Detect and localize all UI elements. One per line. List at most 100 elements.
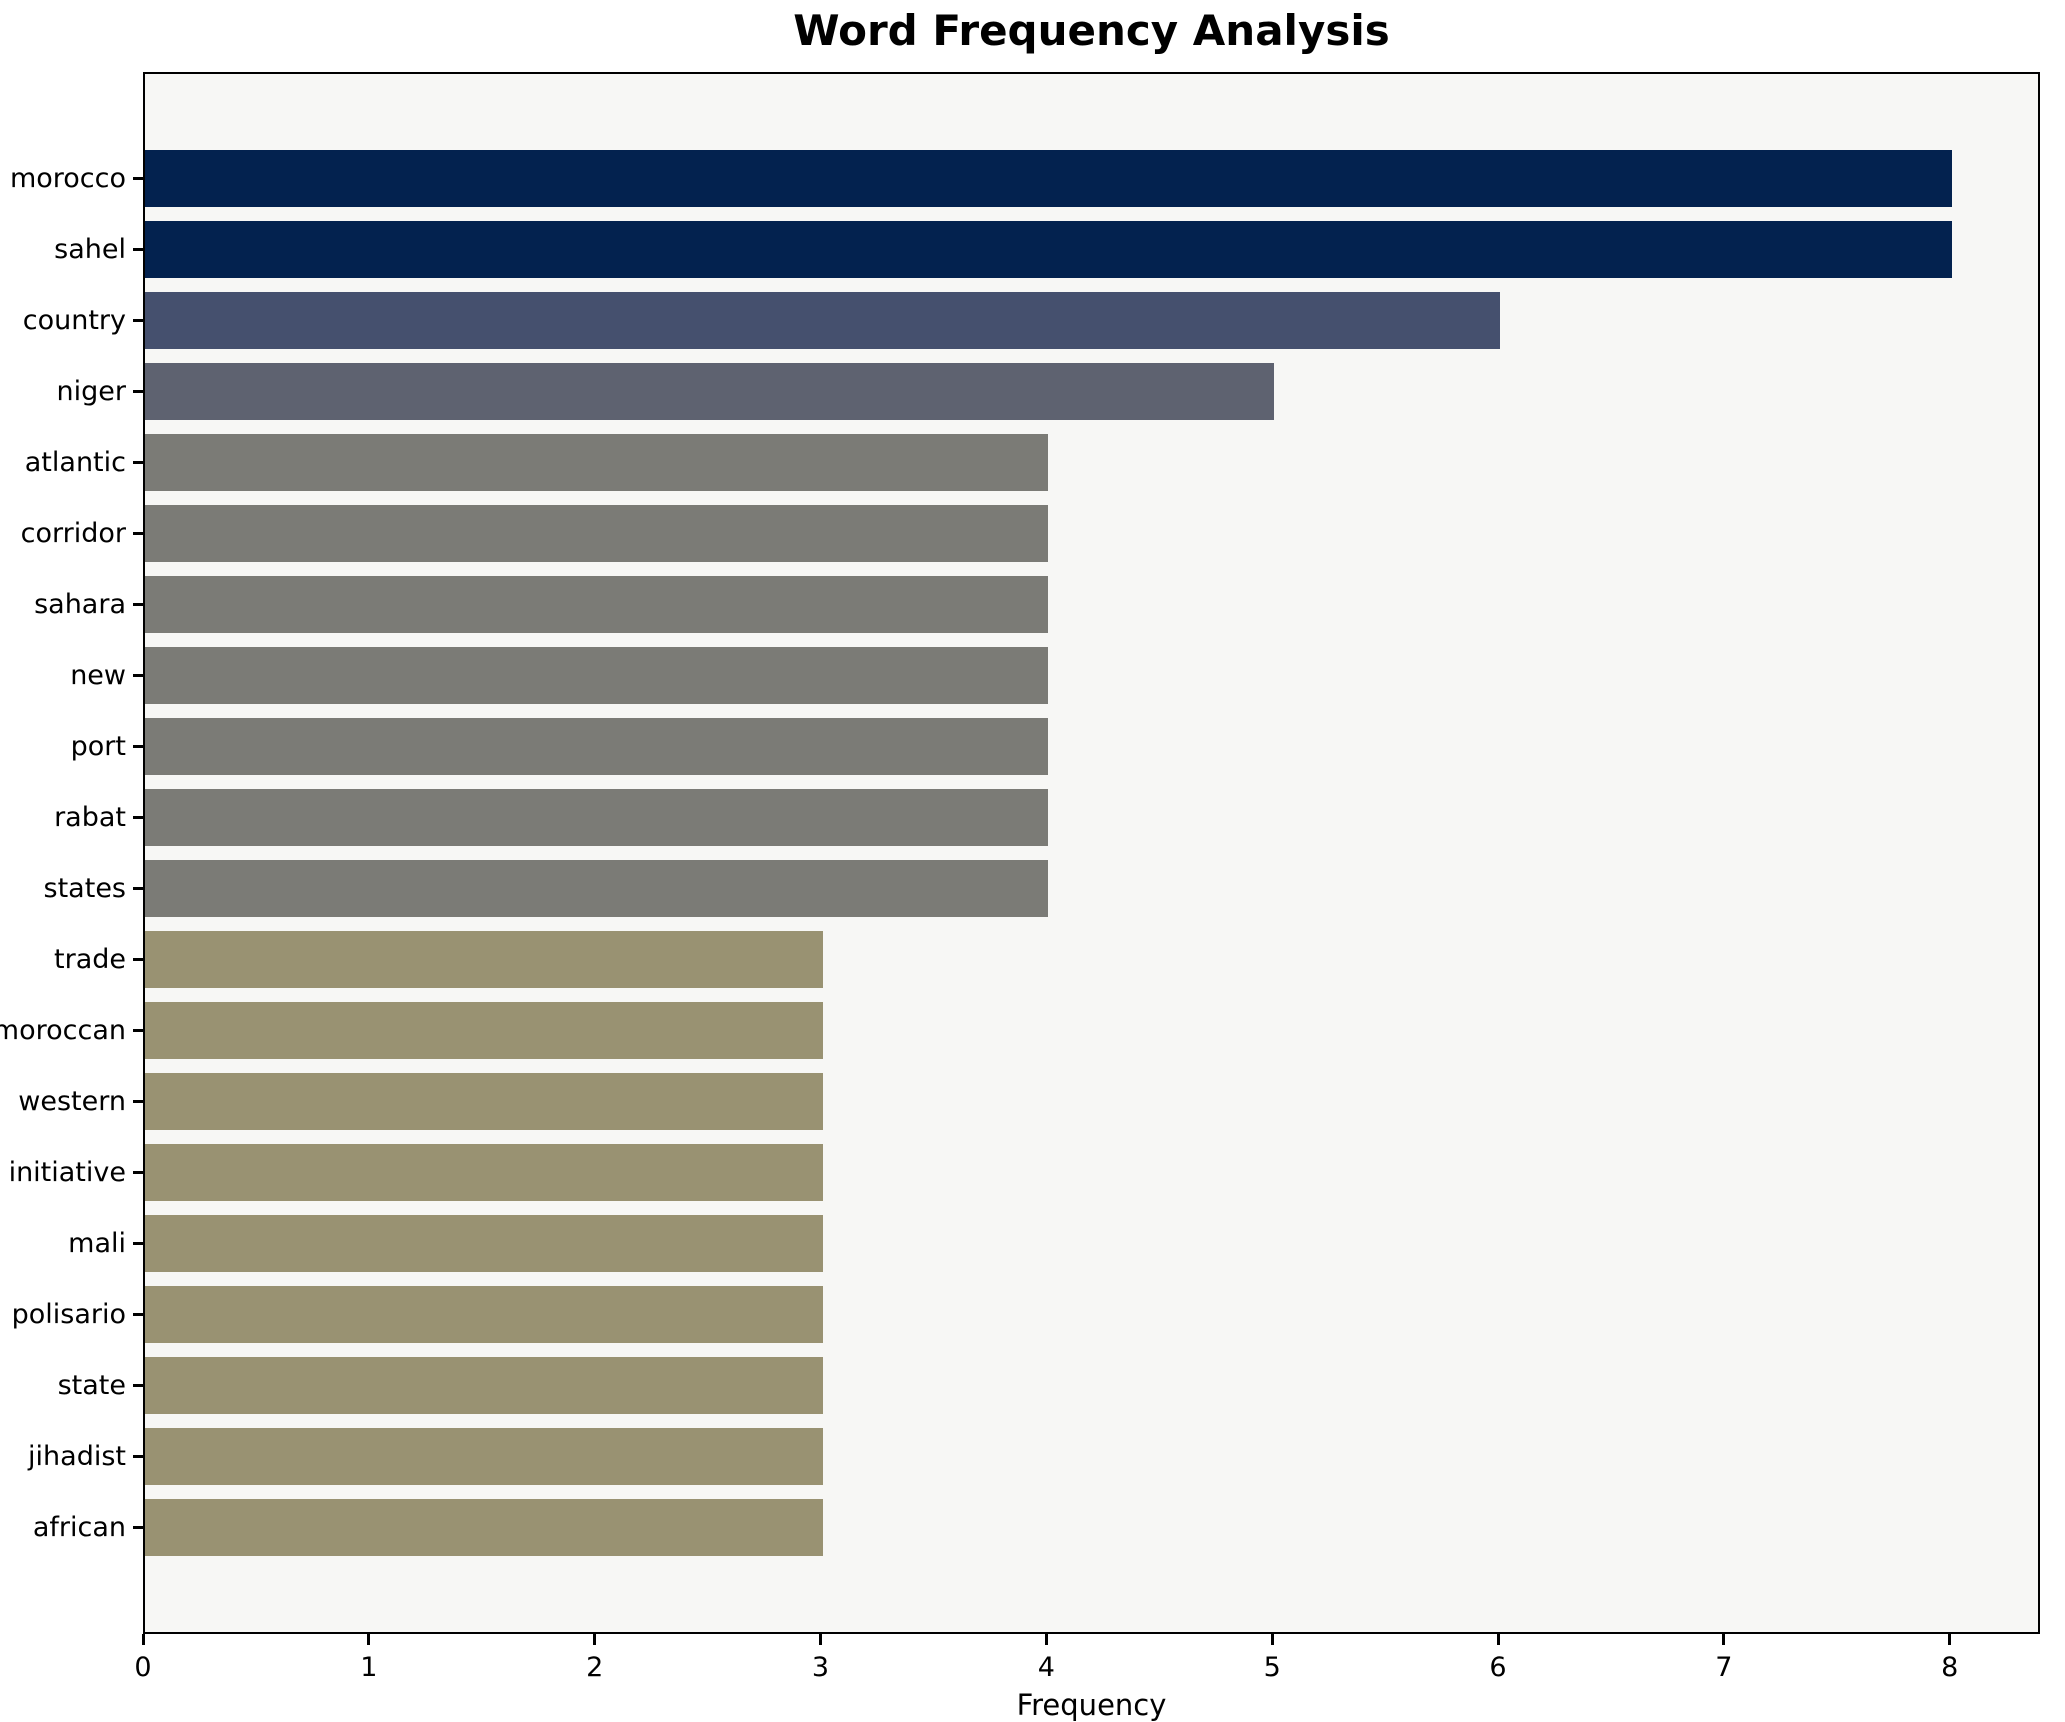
y-tick-label-port: port — [70, 731, 126, 762]
bar-initiative — [145, 1144, 823, 1201]
y-tick-label-morocco: morocco — [9, 163, 126, 194]
y-tick-mark — [133, 1242, 143, 1245]
y-tick-label-new: new — [70, 660, 126, 691]
y-tick-label-atlantic: atlantic — [24, 447, 126, 478]
bar-row — [145, 427, 2038, 498]
y-tick-label-sahel: sahel — [54, 234, 126, 265]
y-tick-label-sahara: sahara — [34, 589, 126, 620]
bar-african — [145, 1499, 823, 1556]
y-tick-mark — [133, 1100, 143, 1103]
bar-row — [145, 640, 2038, 711]
bar-sahara — [145, 576, 1048, 633]
bar-row — [145, 569, 2038, 640]
bar-row — [145, 711, 2038, 782]
bar-atlantic — [145, 434, 1048, 491]
y-tick-mark — [133, 887, 143, 890]
x-tick-label-4: 4 — [1037, 1652, 1055, 1683]
x-tick-mark — [1948, 1634, 1952, 1645]
y-tick-mark — [133, 390, 143, 393]
y-tick-label-moroccan: moroccan — [0, 1015, 126, 1046]
bar-row — [145, 853, 2038, 924]
bar-moroccan — [145, 1002, 823, 1059]
bar-morocco — [145, 150, 1952, 207]
y-tick-label-niger: niger — [56, 376, 126, 407]
bar-corridor — [145, 505, 1048, 562]
y-tick-label-country: country — [22, 305, 126, 336]
bar-row — [145, 356, 2038, 427]
x-tick-label-5: 5 — [1263, 1652, 1281, 1683]
bar-row — [145, 143, 2038, 214]
y-tick-mark — [133, 177, 143, 180]
y-tick-mark — [133, 532, 143, 535]
y-tick-label-rabat: rabat — [54, 802, 126, 833]
x-tick-label-7: 7 — [1715, 1652, 1733, 1683]
x-tick-label-2: 2 — [586, 1652, 604, 1683]
y-tick-label-polisario: polisario — [11, 1299, 126, 1330]
y-tick-mark — [133, 319, 143, 322]
y-tick-label-initiative: initiative — [8, 1157, 126, 1188]
bar-jihadist — [145, 1428, 823, 1485]
y-tick-mark — [133, 1455, 143, 1458]
bar-row — [145, 995, 2038, 1066]
x-axis-label: Frequency — [1016, 1688, 1167, 1722]
bar-country — [145, 292, 1500, 349]
bar-mali — [145, 1215, 823, 1272]
y-tick-label-state: state — [57, 1370, 126, 1401]
bar-row — [145, 1066, 2038, 1137]
x-tick-label-6: 6 — [1489, 1652, 1507, 1683]
x-tick-mark — [1496, 1634, 1500, 1645]
y-tick-mark — [133, 1313, 143, 1316]
y-tick-mark — [133, 674, 143, 677]
bar-row — [145, 214, 2038, 285]
y-tick-mark — [133, 1384, 143, 1387]
y-tick-label-states: states — [43, 873, 126, 904]
x-tick-mark — [367, 1634, 371, 1645]
y-tick-mark — [133, 958, 143, 961]
bar-row — [145, 924, 2038, 995]
x-tick-mark — [593, 1634, 597, 1645]
bar-row — [145, 1350, 2038, 1421]
x-tick-mark — [1044, 1634, 1048, 1645]
bar-port — [145, 718, 1048, 775]
y-tick-label-trade: trade — [54, 944, 126, 975]
y-tick-mark — [133, 745, 143, 748]
bar-sahel — [145, 221, 1952, 278]
x-tick-mark — [141, 1634, 145, 1645]
bar-polisario — [145, 1286, 823, 1343]
bar-state — [145, 1357, 823, 1414]
y-tick-label-jihadist: jihadist — [28, 1441, 126, 1472]
y-tick-mark — [133, 816, 143, 819]
y-tick-label-mali: mali — [68, 1228, 126, 1259]
bar-row — [145, 1208, 2038, 1279]
y-tick-label-western: western — [18, 1086, 126, 1117]
y-tick-mark — [133, 248, 143, 251]
x-tick-label-0: 0 — [134, 1652, 152, 1683]
y-tick-mark — [133, 603, 143, 606]
bar-row — [145, 782, 2038, 853]
bar-western — [145, 1073, 823, 1130]
y-tick-mark — [133, 461, 143, 464]
y-tick-mark — [133, 1171, 143, 1174]
bar-row — [145, 285, 2038, 356]
bar-row — [145, 1137, 2038, 1208]
bar-niger — [145, 363, 1274, 420]
x-tick-label-1: 1 — [360, 1652, 378, 1683]
bar-row — [145, 1492, 2038, 1563]
x-tick-mark — [1270, 1634, 1274, 1645]
x-tick-label-3: 3 — [811, 1652, 830, 1683]
bar-trade — [145, 931, 823, 988]
x-tick-mark — [819, 1634, 822, 1645]
bar-states — [145, 860, 1048, 917]
x-tick-label-8: 8 — [1941, 1652, 1959, 1683]
y-tick-label-corridor: corridor — [20, 518, 126, 549]
y-tick-label-african: african — [32, 1512, 126, 1543]
bar-new — [145, 647, 1048, 704]
bar-rabat — [145, 789, 1048, 846]
y-tick-mark — [133, 1526, 143, 1529]
bar-row — [145, 1279, 2038, 1350]
bar-row — [145, 498, 2038, 569]
chart-title: Word Frequency Analysis — [793, 6, 1390, 55]
y-tick-mark — [133, 1029, 143, 1032]
bar-row — [145, 1421, 2038, 1492]
